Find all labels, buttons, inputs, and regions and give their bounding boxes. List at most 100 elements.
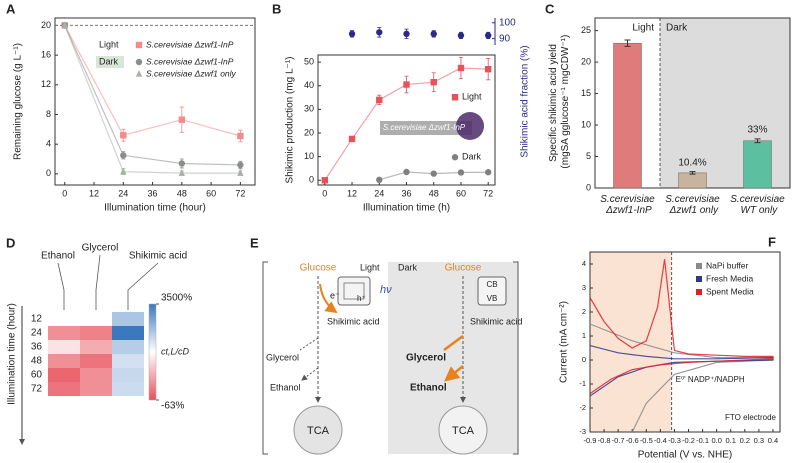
row-label: 36 [31, 342, 43, 353]
colorbar [148, 303, 157, 401]
plot-frame [589, 251, 781, 433]
marker [135, 58, 143, 66]
column-label: Glycerol [82, 243, 119, 254]
bar-annotation: 33% [747, 125, 767, 136]
tca: TCA [452, 425, 475, 437]
marker [403, 81, 410, 88]
panel-label: D [6, 235, 15, 250]
x-tick-label: 0.4 [768, 436, 778, 445]
y-tick-label: 8 [46, 109, 51, 119]
legend-swatch [696, 289, 702, 295]
legend-label: Spent Media [706, 286, 754, 296]
annotation-band [380, 121, 472, 135]
plot-frame [54, 17, 256, 186]
column-connector [127, 262, 159, 310]
y-axis-label: Remaining glucose (g L⁻¹) [13, 43, 24, 160]
heatmap-cell [48, 354, 80, 368]
column-label: Ethanol [41, 251, 75, 262]
y-tick-label: 4 [46, 139, 51, 149]
bar-annotation: 10.4% [678, 157, 706, 168]
error-bar [689, 171, 696, 175]
electron: e⁻ [330, 290, 340, 300]
marker [457, 64, 465, 72]
heatmap-cell [80, 340, 112, 354]
column-label: Shikimic acid [129, 251, 187, 262]
y-tick-label: 16 [41, 49, 51, 59]
heatmap-cell [112, 312, 144, 326]
heatmap-cell [112, 354, 144, 368]
marker [430, 170, 437, 177]
y-tick-label: 40 [304, 80, 314, 90]
x-tick-label: 24 [374, 188, 384, 198]
marker [403, 30, 410, 38]
panel-label: E [250, 235, 259, 250]
x-tick-label: 36 [401, 188, 411, 198]
legend-group-label: Light [99, 39, 119, 49]
x-tick-label: 0 [62, 188, 67, 198]
heatmap-cell [80, 382, 112, 396]
legend-label: S.cerevisiae Δzwf1-InP [146, 39, 234, 49]
x-tick-label: -0.8 [598, 436, 611, 445]
x-tick-label: 12 [89, 188, 99, 198]
marker [484, 169, 492, 176]
branch [300, 337, 319, 380]
shaded-region [590, 252, 672, 432]
row-label: 12 [31, 314, 43, 325]
legend-group-label: Dark [99, 56, 119, 66]
marker [135, 41, 143, 49]
row-label: 24 [31, 328, 43, 339]
y2-tick-label: 90 [499, 33, 511, 44]
row-label: 48 [31, 356, 43, 367]
legend-label: NaPi buffer [706, 260, 749, 270]
marker [376, 29, 383, 36]
x-tick-label: 36 [148, 188, 158, 198]
y-axis-label: Current (mA cm⁻²) [559, 301, 570, 383]
marker [120, 132, 127, 139]
bar [613, 42, 642, 189]
marker [457, 32, 465, 39]
diagram: E Light Dark Glucose e⁻ h⁺ hν Shikimic a… [250, 235, 523, 455]
marker [178, 116, 186, 123]
ethanol: Ethanol [270, 382, 301, 392]
y-axis-label: Shikimic production (mg L⁻¹) [285, 57, 296, 184]
region-label: Dark [666, 23, 688, 34]
x-tick-label: 24 [118, 188, 128, 198]
marker [178, 169, 186, 176]
marker [178, 160, 186, 167]
legend-label: Fresh Media [706, 273, 754, 283]
series-line [64, 25, 241, 174]
legend-label: S.cerevisiae Δzwf1-InP [146, 56, 234, 66]
error-bar [624, 39, 631, 47]
colorbar-title: ct,L/cD [161, 346, 190, 356]
marker [451, 93, 459, 101]
y2-axis-label: Shikimic acid fraction (%) [520, 45, 531, 157]
marker [430, 30, 437, 38]
x-tick-label: -0.3 [668, 436, 681, 445]
region-label: Light [632, 23, 654, 34]
heatmap-cell [48, 312, 80, 326]
reference-label: E⁰' NADP⁺/NADPH [676, 375, 745, 384]
vb: VB [487, 294, 498, 303]
y-tick-label: 0 [582, 355, 586, 364]
marker [430, 78, 437, 86]
heatmap-cell [48, 382, 80, 396]
x-tick-label: 12 [347, 188, 357, 198]
tca: TCA [307, 425, 330, 437]
legend-swatch [696, 276, 702, 282]
column-connector [57, 262, 65, 310]
colorbar-label: -63% [161, 401, 184, 412]
marker [451, 154, 459, 161]
marker [135, 70, 143, 77]
x-tick-label: 0 [322, 188, 327, 198]
ethanol: Ethanol [410, 383, 447, 394]
marker [376, 176, 383, 183]
heatmap-cell [112, 382, 144, 396]
x-tick-label: 48 [177, 188, 187, 198]
y-tick-label: 15 [581, 88, 591, 98]
marker [484, 32, 492, 39]
heatmap-cell [112, 368, 144, 382]
colorbar-label: 3500% [161, 293, 192, 304]
x-tick-label: 60 [206, 188, 216, 198]
hole: h⁺ [357, 294, 366, 303]
error-bar [754, 138, 761, 144]
